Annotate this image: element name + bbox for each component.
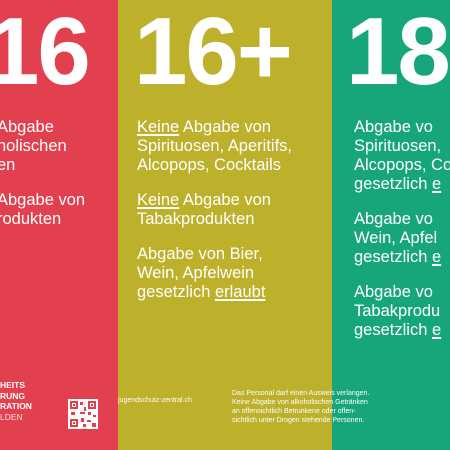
emphasis: Keine <box>137 191 180 209</box>
rule-line: Alcopops, Cocktails <box>137 156 292 175</box>
age-number: 18 <box>346 0 450 105</box>
rule: Abgabe von rodukten <box>0 191 85 229</box>
age-number: 16+ <box>134 0 293 105</box>
text: holischen <box>0 137 67 155</box>
note: Das Personal darf einen Ausweis verlange… <box>232 389 369 425</box>
rule-line: Abgabe vo <box>354 210 450 229</box>
rule-line: Wein, Apfel <box>354 229 450 248</box>
rule-line: Tabakprodu <box>354 302 450 321</box>
emphasis: e <box>431 248 442 266</box>
logo: HEITS RUNG RATION LDEN <box>0 380 32 422</box>
qr-code <box>68 399 98 429</box>
text: Spirituosen, Aperitifs, <box>137 137 292 155</box>
rule-line: rodukten <box>0 210 85 229</box>
emphasis: erlaubt <box>214 283 266 301</box>
text: Alcopops, Co <box>354 156 450 174</box>
emphasis: e <box>431 321 442 339</box>
rule-line: Alcopops, Co <box>354 156 450 175</box>
rules: Keine Abgabe von Spirituosen, Aperitifs, A… <box>137 118 292 318</box>
rule-line: gesetzlich erlaubt <box>137 283 292 302</box>
text: gesetzlich <box>137 283 215 301</box>
rule-line: Wein, Apfelwein <box>137 264 292 283</box>
rule-line: Spirituosen, Aperitifs, <box>137 137 292 156</box>
text: Abgabe vo <box>354 283 433 301</box>
rule: Keine Abgabe von Tabakprodukten <box>137 191 292 229</box>
rule-line: Keine Abgabe von <box>137 191 292 210</box>
logo-line: HEITS <box>0 380 26 390</box>
text: Abgabe von <box>0 191 86 209</box>
rule: Abgabe holischen en <box>0 118 85 175</box>
logo-line: RUNG <box>0 390 26 401</box>
rule: Keine Abgabe von Spirituosen, Aperitifs, A… <box>137 118 292 175</box>
text: Wein, Apfel <box>354 229 438 247</box>
note-line: Keine Abgabe von alkoholischen Getränken <box>232 399 368 406</box>
text: Abgabe vo <box>354 118 433 136</box>
rule-line: holischen <box>0 137 85 156</box>
rule-line: Spirituosen, <box>354 137 450 156</box>
rule: Abgabe vo Wein, Apfel gesetzlich e <box>354 210 450 267</box>
text: gesetzlich <box>354 175 432 193</box>
text: Abgabe von Bier, <box>137 245 263 263</box>
text: rodukten <box>0 210 62 228</box>
column: 16+ Keine Abgabe von Spirituosen, Aperitif… <box>118 0 332 450</box>
rule-line: Abgabe von <box>0 191 85 210</box>
emphasis: e <box>431 175 442 193</box>
rule-line: Abgabe vo <box>354 118 450 137</box>
rule-line: Keine Abgabe von <box>137 118 292 137</box>
text: Alcopops, Cocktails <box>137 156 281 174</box>
age-number: 16 <box>0 0 91 105</box>
text: gesetzlich <box>354 321 432 339</box>
note-line: Das Personal darf einen Ausweis verlange… <box>232 390 370 397</box>
text: en <box>0 156 16 174</box>
emphasis: Keine <box>137 118 180 136</box>
website: jugendschutz-zentral.ch <box>118 397 192 404</box>
text: Wein, Apfelwein <box>137 264 255 282</box>
text: Spirituosen, <box>354 137 442 155</box>
logo-line: LDEN <box>0 411 23 422</box>
column: 18 Abgabe vo Spirituosen, Alcopops, Co geset… <box>332 0 450 450</box>
rule: Abgabe vo Tabakprodu gesetzlich e <box>354 283 450 340</box>
text: gesetzlich <box>354 248 432 266</box>
rule-line: gesetzlich e <box>354 175 450 194</box>
note-line: sichtlich unter Drogen stehende Personen… <box>232 417 365 424</box>
rule-line: Abgabe vo <box>354 283 450 302</box>
text: Abgabe von <box>179 191 271 209</box>
rule: Abgabe von Bier, Wein, Apfelwein gesetzlic… <box>137 245 292 302</box>
column: 16 Abgabe holischen en Abgabe von rodukten <box>0 0 118 450</box>
text: Abgabe von <box>179 118 271 136</box>
note-line: an offensichtlich Betrunkene oder offen- <box>232 408 356 415</box>
rule-line: gesetzlich e <box>354 321 450 340</box>
rule: Abgabe vo Spirituosen, Alcopops, Co gesetzl… <box>354 118 450 194</box>
text: Abgabe vo <box>354 210 433 228</box>
text: Abgabe <box>0 118 54 136</box>
rule-line: gesetzlich e <box>354 248 450 267</box>
rules: Abgabe vo Spirituosen, Alcopops, Co gesetzl… <box>354 118 450 356</box>
text: Tabakprodu <box>354 302 441 320</box>
text: Tabakprodukten <box>137 210 255 228</box>
rules: Abgabe holischen en Abgabe von rodukten <box>0 118 85 245</box>
logo-line: RATION <box>0 401 32 411</box>
rule-line: Abgabe <box>0 118 85 137</box>
rule-line: en <box>0 156 85 175</box>
rule-line: Tabakprodukten <box>137 210 292 229</box>
rule-line: Abgabe von Bier, <box>137 245 292 264</box>
